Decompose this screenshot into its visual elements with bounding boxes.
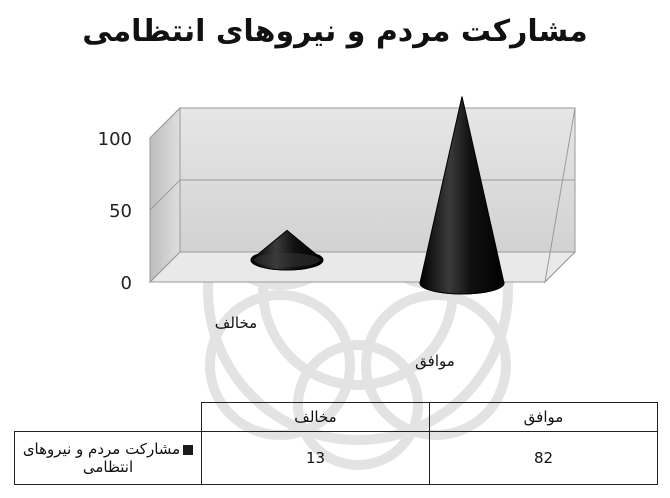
data-table-series-label: مشارکت مردم و نیروهای انتظامی <box>14 431 202 485</box>
y-tick-0: 0 <box>121 273 132 294</box>
y-tick-1: 50 <box>109 201 132 222</box>
floor <box>148 251 577 283</box>
series-name: مشارکت مردم و نیروهای انتظامی <box>22 440 181 476</box>
cone-0 <box>250 229 324 271</box>
data-table-corner <box>14 402 202 432</box>
data-table: مخالف موافق مشارکت مردم و نیروهای انتظام… <box>14 402 658 485</box>
x-label-0: مخالف <box>215 314 257 332</box>
gridline-2 <box>149 107 575 139</box>
cone-1 <box>419 96 505 295</box>
cone-rim-0 <box>254 253 320 267</box>
data-table-value-0: 13 <box>201 431 430 485</box>
data-table-header-0: مخالف <box>201 402 430 432</box>
x-axis-labels: مخالف موافق <box>215 314 455 370</box>
x-label-1: موافق <box>415 352 455 370</box>
y-axis-ticks: 0 50 100 <box>98 129 132 294</box>
cones <box>250 96 505 295</box>
chart-title: مشارکت مردم و نیروهای انتظامی <box>82 14 588 49</box>
legend-swatch <box>183 444 194 455</box>
data-table-value-1: 82 <box>429 431 658 485</box>
y-tick-2: 100 <box>98 129 132 150</box>
cone-body-1 <box>419 96 505 295</box>
data-table-header-1: موافق <box>429 402 658 432</box>
